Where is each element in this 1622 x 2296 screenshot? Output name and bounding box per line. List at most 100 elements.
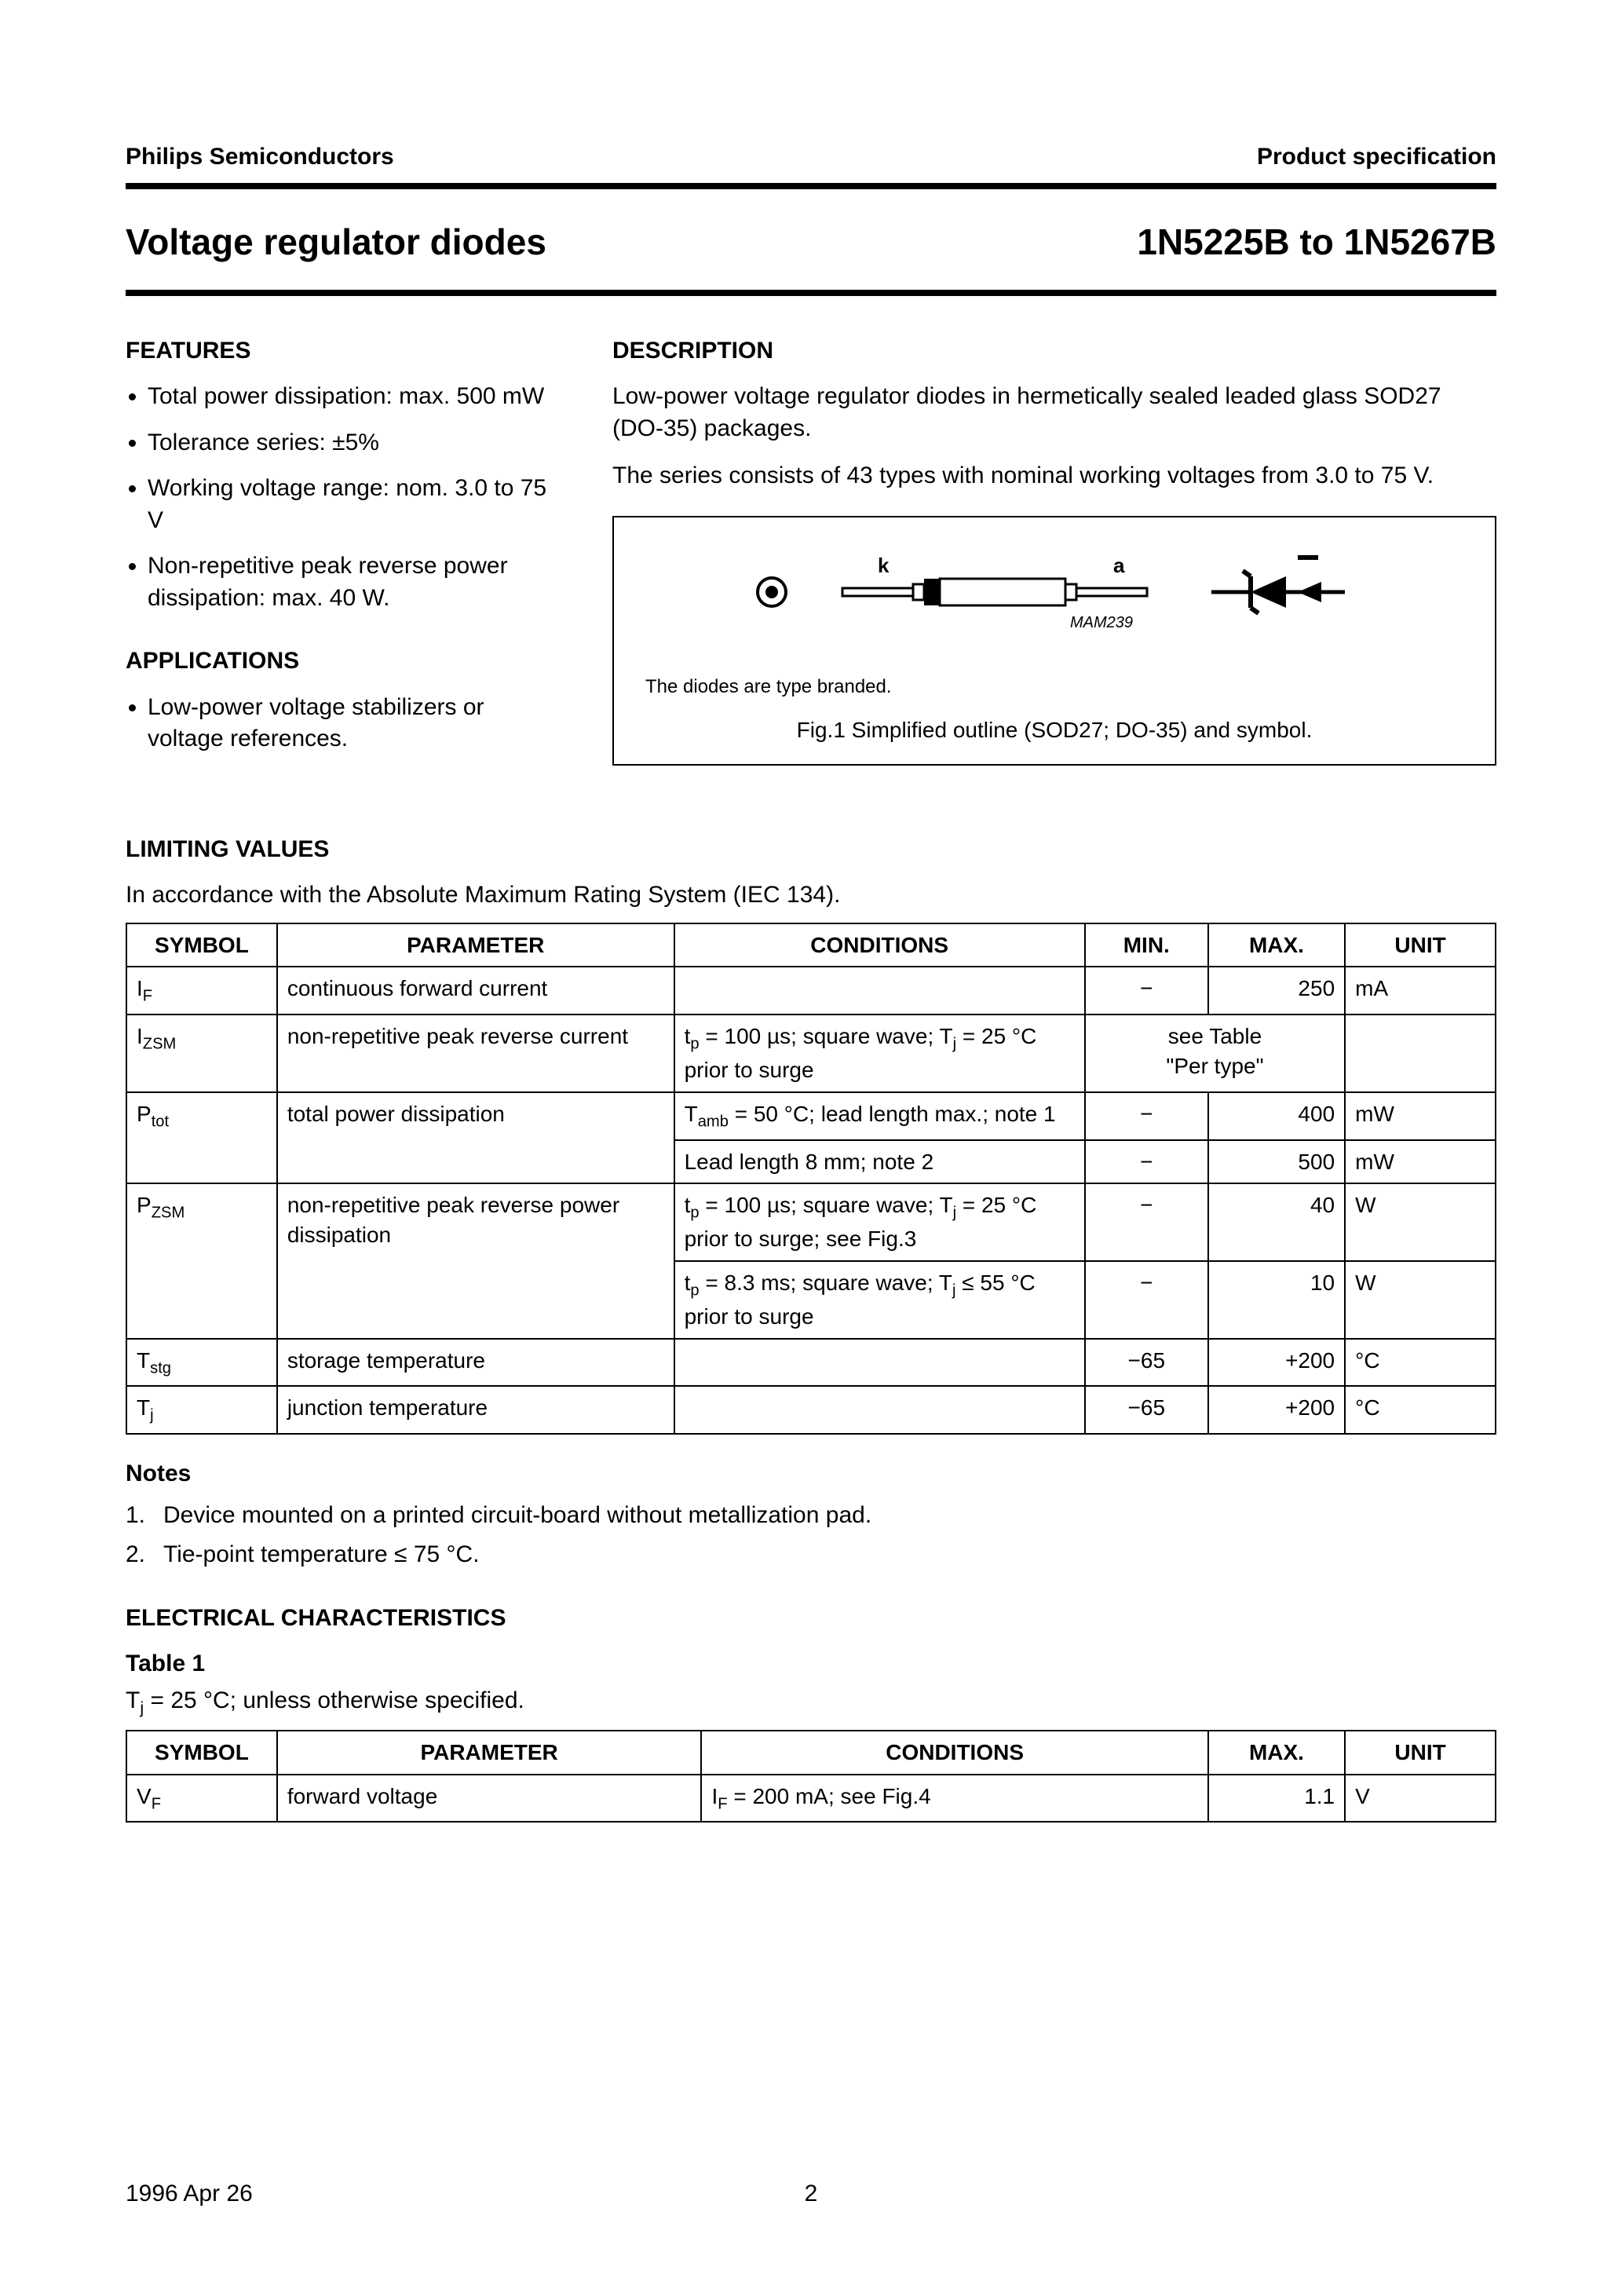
page: Philips Semiconductors Product specifica… <box>0 0 1622 2296</box>
svg-text:a: a <box>1113 554 1125 577</box>
cell-param: forward voltage <box>277 1775 702 1823</box>
cell-cond: Tamb = 50 °C; lead length max.; note 1 <box>674 1092 1085 1140</box>
application-item: Low-power voltage stabilizers or voltage… <box>148 692 565 755</box>
two-column-content: FEATURES Total power dissipation: max. 5… <box>126 335 1496 787</box>
footer-page-number: 2 <box>805 2178 818 2210</box>
doc-type: Product specification <box>1257 141 1496 174</box>
cell-symbol: IF <box>126 967 277 1015</box>
cell-min: −65 <box>1085 1339 1208 1387</box>
figure-1-drawing: k a MAM239 <box>637 541 1471 643</box>
limiting-subtext: In accordance with the Absolute Maximum … <box>126 879 1496 912</box>
cell-unit: °C <box>1345 1386 1496 1434</box>
svg-text:MAM239: MAM239 <box>1070 614 1133 631</box>
cell-cond: Lead length 8 mm; note 2 <box>674 1140 1085 1184</box>
cell-min: − <box>1085 1140 1208 1184</box>
cell-cond: tp = 100 µs; square wave; Tj = 25 °C pri… <box>674 1183 1085 1261</box>
cell-unit: °C <box>1345 1339 1496 1387</box>
right-column: DESCRIPTION Low-power voltage regulator … <box>612 335 1496 787</box>
col-unit: UNIT <box>1345 923 1496 967</box>
cell-max: +200 <box>1208 1339 1345 1387</box>
company-name: Philips Semiconductors <box>126 141 394 174</box>
cell-param: non-repetitive peak reverse power dissip… <box>277 1183 674 1338</box>
cell-param: junction temperature <box>277 1386 674 1434</box>
cell-max: 1.1 <box>1208 1775 1345 1823</box>
cell-unit: V <box>1345 1775 1496 1823</box>
cell-cond <box>674 1339 1085 1387</box>
title-row: Voltage regulator diodes 1N5225B to 1N52… <box>126 189 1496 290</box>
figure-1-caption: Fig.1 Simplified outline (SOD27; DO-35) … <box>637 715 1471 745</box>
col-symbol: SYMBOL <box>126 923 277 967</box>
feature-item: Non-repetitive peak reverse power dissip… <box>148 550 565 614</box>
cell-max: 250 <box>1208 967 1345 1015</box>
page-footer: 1996 Apr 26 2 <box>126 2178 1496 2210</box>
figure-1-note: The diodes are type branded. <box>645 675 1471 700</box>
cell-symbol: Ptot <box>126 1092 277 1184</box>
table-row: Tjjunction temperature−65+200°C <box>126 1386 1496 1434</box>
cell-param: total power dissipation <box>277 1092 674 1184</box>
cell-unit: mW <box>1345 1092 1496 1140</box>
feature-item: Total power dissipation: max. 500 mW <box>148 381 565 413</box>
notes-list: 1.Device mounted on a printed circuit-bo… <box>126 1500 1496 1571</box>
note-item: 2.Tie-point temperature ≤ 75 °C. <box>126 1539 1496 1571</box>
col-min: MIN. <box>1085 923 1208 967</box>
features-heading: FEATURES <box>126 335 565 367</box>
cell-symbol: IZSM <box>126 1015 277 1092</box>
left-column: FEATURES Total power dissipation: max. 5… <box>126 335 565 787</box>
rule-top <box>126 183 1496 189</box>
limiting-values-section: LIMITING VALUES In accordance with the A… <box>126 834 1496 1435</box>
page-title: Voltage regulator diodes <box>126 218 546 266</box>
cell-max: 400 <box>1208 1092 1345 1140</box>
limiting-values-table: SYMBOL PARAMETER CONDITIONS MIN. MAX. UN… <box>126 923 1496 1435</box>
cell-cond: tp = 8.3 ms; square wave; Tj ≤ 55 °C pri… <box>674 1261 1085 1339</box>
cell-param: non-repetitive peak reverse current <box>277 1015 674 1092</box>
cell-symbol: Tstg <box>126 1339 277 1387</box>
cell-symbol: PZSM <box>126 1183 277 1338</box>
description-heading: DESCRIPTION <box>612 335 1496 367</box>
ecol-conditions: CONDITIONS <box>701 1731 1207 1775</box>
electrical-cond: Tj = 25 °C; unless otherwise specified. <box>126 1685 1496 1719</box>
part-range: 1N5225B to 1N5267B <box>1137 218 1496 266</box>
cell-unit <box>1345 1015 1496 1092</box>
ecol-symbol: SYMBOL <box>126 1731 277 1775</box>
table-row: IFcontinuous forward current−250mA <box>126 967 1496 1015</box>
applications-heading: APPLICATIONS <box>126 645 565 678</box>
notes-section: Notes 1.Device mounted on a printed circ… <box>126 1458 1496 1571</box>
feature-item: Working voltage range: nom. 3.0 to 75 V <box>148 473 565 536</box>
diode-outline-svg: k a MAM239 <box>701 541 1408 643</box>
description-p2: The series consists of 43 types with nom… <box>612 460 1496 492</box>
cell-cond <box>674 1386 1085 1434</box>
svg-text:k: k <box>878 554 890 577</box>
cell-cond: IF = 200 mA; see Fig.4 <box>701 1775 1207 1823</box>
col-conditions: CONDITIONS <box>674 923 1085 967</box>
cell-unit: W <box>1345 1183 1496 1261</box>
cell-min: − <box>1085 1092 1208 1140</box>
table-1-label: Table 1 <box>126 1648 1496 1680</box>
cell-max: 10 <box>1208 1261 1345 1339</box>
electrical-heading: ELECTRICAL CHARACTERISTICS <box>126 1603 1496 1635</box>
table-row: Ptottotal power dissipationTamb = 50 °C;… <box>126 1092 1496 1140</box>
applications-list: Low-power voltage stabilizers or voltage… <box>126 692 565 755</box>
ecol-unit: UNIT <box>1345 1731 1496 1775</box>
cell-min: −65 <box>1085 1386 1208 1434</box>
table-row: VF forward voltage IF = 200 mA; see Fig.… <box>126 1775 1496 1823</box>
notes-heading: Notes <box>126 1458 1496 1490</box>
features-list: Total power dissipation: max. 500 mW Tol… <box>126 381 565 614</box>
ecol-parameter: PARAMETER <box>277 1731 702 1775</box>
cell-max: 40 <box>1208 1183 1345 1261</box>
cell-max: 500 <box>1208 1140 1345 1184</box>
table-row: PZSMnon-repetitive peak reverse power di… <box>126 1183 1496 1261</box>
description-p1: Low-power voltage regulator diodes in he… <box>612 381 1496 444</box>
feature-item: Tolerance series: ±5% <box>148 427 565 459</box>
electrical-section: ELECTRICAL CHARACTERISTICS Table 1 Tj = … <box>126 1603 1496 1823</box>
cell-symbol: Tj <box>126 1386 277 1434</box>
cell-unit: mW <box>1345 1140 1496 1184</box>
table-row: Tstgstorage temperature−65+200°C <box>126 1339 1496 1387</box>
col-max: MAX. <box>1208 923 1345 967</box>
cell-cond: tp = 100 µs; square wave; Tj = 25 °C pri… <box>674 1015 1085 1092</box>
figure-1-box: k a MAM239 <box>612 516 1496 766</box>
limiting-heading: LIMITING VALUES <box>126 834 1496 866</box>
cell-unit: W <box>1345 1261 1496 1339</box>
rule-under-title <box>126 290 1496 296</box>
cell-min: − <box>1085 1261 1208 1339</box>
cell-cond <box>674 967 1085 1015</box>
